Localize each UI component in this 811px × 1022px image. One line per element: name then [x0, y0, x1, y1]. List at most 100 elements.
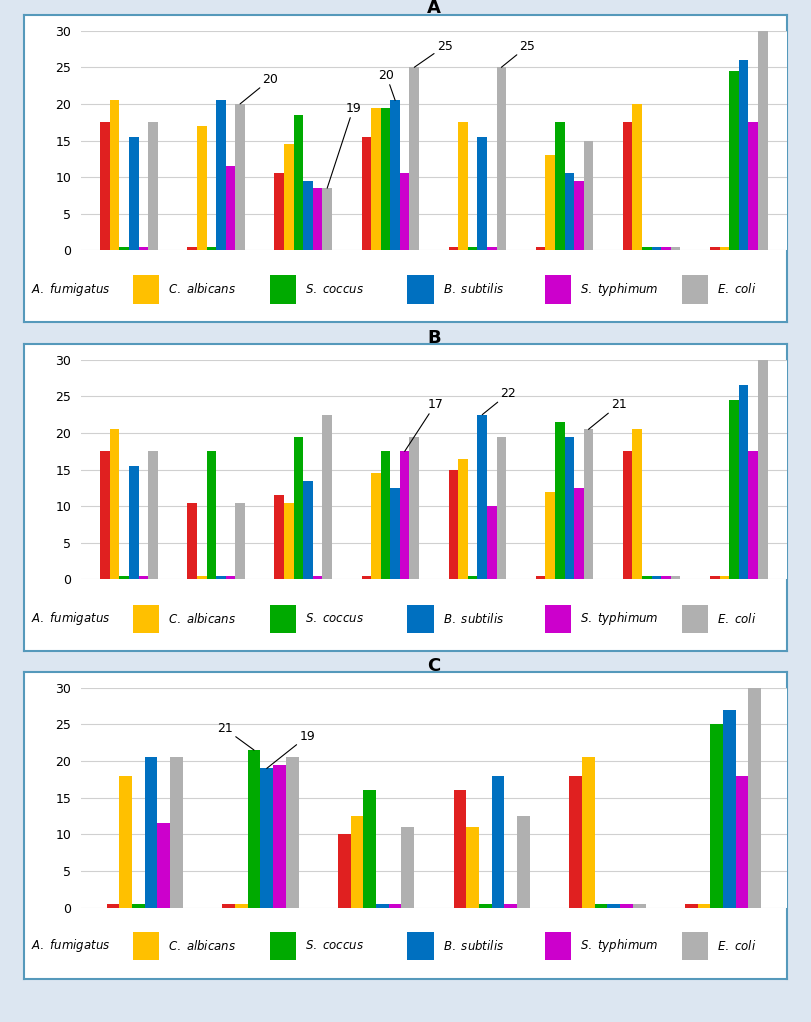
Bar	[684, 903, 697, 908]
Bar	[363, 790, 376, 908]
Bar	[478, 415, 487, 579]
Text: $\it{E.\ coli}$: $\it{E.\ coli}$	[717, 282, 757, 296]
Bar	[652, 246, 661, 250]
Text: $\it{S.\ typhimum}$: $\it{S.\ typhimum}$	[580, 610, 659, 628]
Text: 17: 17	[405, 398, 443, 452]
Text: 21: 21	[589, 398, 627, 429]
Bar	[574, 181, 584, 250]
Bar	[723, 709, 736, 908]
Bar	[739, 60, 749, 250]
Bar	[574, 487, 584, 579]
Bar	[564, 174, 574, 250]
Bar	[216, 575, 225, 579]
Bar	[148, 123, 158, 250]
Bar	[139, 575, 148, 579]
Bar	[144, 757, 157, 908]
FancyBboxPatch shape	[270, 605, 296, 633]
Text: 22: 22	[483, 387, 517, 415]
Bar	[536, 575, 545, 579]
Text: $\it{A.\ fumigatus}$: $\it{A.\ fumigatus}$	[31, 610, 110, 628]
Bar	[400, 452, 410, 579]
Bar	[106, 903, 119, 908]
Text: $\it{B.\ subtilis}$: $\it{B.\ subtilis}$	[443, 282, 504, 296]
Bar	[545, 492, 555, 579]
Bar	[187, 246, 197, 250]
Bar	[390, 487, 400, 579]
FancyBboxPatch shape	[545, 605, 571, 633]
Bar	[294, 436, 303, 579]
Bar	[388, 903, 401, 908]
Bar	[710, 725, 723, 908]
Bar	[323, 188, 332, 250]
Bar	[719, 575, 729, 579]
Bar	[633, 903, 646, 908]
Bar	[119, 575, 129, 579]
Bar	[380, 107, 390, 250]
Bar	[109, 429, 119, 579]
Bar	[569, 776, 582, 908]
Bar	[479, 903, 491, 908]
Bar	[313, 188, 323, 250]
Bar	[410, 436, 419, 579]
Bar	[487, 246, 496, 250]
Bar	[536, 246, 545, 250]
Bar	[758, 360, 767, 579]
Bar	[729, 400, 739, 579]
Text: 21: 21	[217, 723, 254, 750]
Bar	[119, 776, 132, 908]
Bar	[478, 137, 487, 250]
Bar	[323, 415, 332, 579]
Bar	[491, 776, 504, 908]
Bar	[729, 71, 739, 250]
FancyBboxPatch shape	[682, 605, 708, 633]
Text: 19: 19	[327, 102, 361, 188]
Bar	[119, 246, 129, 250]
Text: $\it{B.\ subtilis}$: $\it{B.\ subtilis}$	[443, 611, 504, 625]
Bar	[260, 769, 273, 908]
Bar	[170, 757, 183, 908]
Bar	[496, 436, 506, 579]
Bar	[101, 123, 109, 250]
Bar	[749, 452, 758, 579]
Bar	[303, 181, 313, 250]
Text: B: B	[427, 328, 440, 346]
Bar	[235, 104, 245, 250]
Bar	[739, 385, 749, 579]
Bar	[157, 824, 170, 908]
Bar	[313, 575, 323, 579]
Bar	[225, 575, 235, 579]
Text: $\it{A.\ fumigatus}$: $\it{A.\ fumigatus}$	[31, 281, 110, 298]
Bar	[362, 137, 371, 250]
Bar	[453, 790, 466, 908]
Bar	[197, 575, 207, 579]
Bar	[274, 174, 284, 250]
Bar	[517, 816, 530, 908]
FancyBboxPatch shape	[133, 275, 159, 304]
Bar	[101, 452, 109, 579]
Bar	[468, 575, 478, 579]
Bar	[380, 452, 390, 579]
FancyBboxPatch shape	[545, 275, 571, 304]
FancyBboxPatch shape	[407, 932, 434, 960]
Bar	[448, 246, 458, 250]
Bar	[129, 466, 139, 579]
Bar	[376, 903, 388, 908]
Bar	[736, 776, 749, 908]
Bar	[207, 246, 216, 250]
Bar	[207, 452, 216, 579]
FancyBboxPatch shape	[270, 275, 296, 304]
Text: $\it{S.\ typhimum}$: $\it{S.\ typhimum}$	[580, 937, 659, 955]
Bar	[274, 496, 284, 579]
Bar	[496, 67, 506, 250]
Text: $\it{A.\ fumigatus}$: $\it{A.\ fumigatus}$	[31, 937, 110, 955]
Bar	[350, 816, 363, 908]
Text: $\it{E.\ coli}$: $\it{E.\ coli}$	[717, 611, 757, 625]
Bar	[620, 903, 633, 908]
Bar	[582, 757, 594, 908]
Bar	[390, 100, 400, 250]
Bar	[671, 575, 680, 579]
Bar	[235, 503, 245, 579]
Bar	[410, 67, 419, 250]
Bar	[652, 575, 661, 579]
Bar	[458, 123, 468, 250]
